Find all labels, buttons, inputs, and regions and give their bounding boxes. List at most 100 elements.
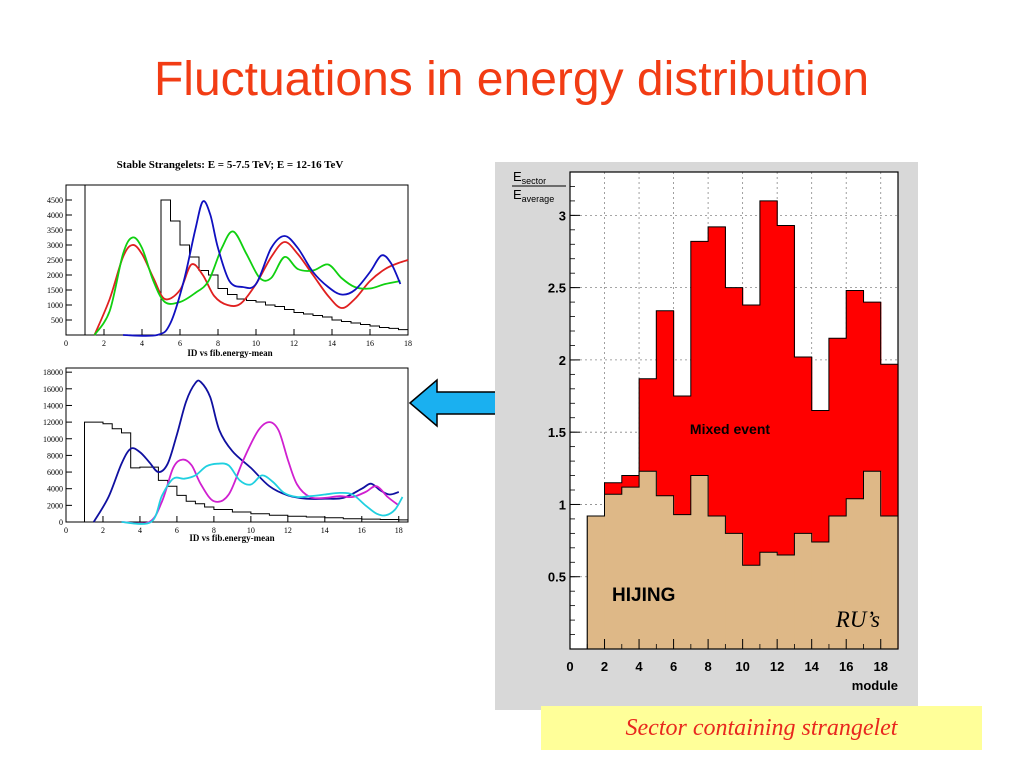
- hijing-bar: [673, 514, 692, 649]
- chart-2-y-ticks: 0 2000 4000 6000 8000 10000 12000 14000 16000 180…: [43, 368, 72, 527]
- hijing-bar: [863, 471, 882, 649]
- mixed-event-bar: [777, 225, 796, 649]
- y-tick-label: 500: [51, 316, 63, 325]
- hijing-bar: [656, 495, 675, 649]
- hijing-bar: [708, 516, 726, 649]
- chart-1-x-ticks: 0 2 4 6 8 10 12 14 16 18: [64, 329, 412, 348]
- y-tick-label: 2: [559, 353, 566, 368]
- hijing-bar: [742, 565, 761, 649]
- x-tick-label: 4: [138, 526, 142, 535]
- series-line-2: [121, 421, 400, 525]
- y-tick-label: 4000: [47, 485, 63, 494]
- y-tick-label: 3500: [47, 226, 63, 235]
- hijing-bar: [587, 516, 606, 649]
- x-tick-label: 14: [804, 659, 819, 674]
- x-tick-label: 12: [770, 659, 784, 674]
- x-tick-label: 10: [735, 659, 749, 674]
- y-tick-label: 8000: [47, 451, 63, 460]
- slide-title: Fluctuations in energy distribution: [153, 53, 870, 106]
- y-tick-label: 18000: [43, 368, 63, 377]
- x-tick-label: 8: [216, 339, 220, 348]
- y-tick-label: 16000: [43, 385, 63, 394]
- x-tick-label: 2: [102, 339, 106, 348]
- y-tick-label: 4000: [47, 211, 63, 220]
- chart-1-y-ticks: 500 1000 1500 2000 2500 3000 3500 4000 4500: [47, 196, 72, 325]
- x-tick-label: 16: [839, 659, 853, 674]
- series-label-mixed-event: Mixed event: [690, 421, 770, 437]
- series-line-1: [92, 379, 400, 523]
- chart-3-xlabel: module: [852, 678, 898, 693]
- hijing-bar: [880, 516, 899, 649]
- x-tick-label: 10: [247, 526, 255, 535]
- x-tick-label: 16: [358, 526, 366, 535]
- x-tick-label: 2: [101, 526, 105, 535]
- chart-2: 0 2000 4000 6000 8000 10000 12000 14000 16000 180…: [43, 367, 409, 543]
- chart-3: 0.5 1 1.5 2 2.5 3 0 2 4 6 8 10 12 14 16 18 Esector Eav…: [495, 162, 918, 710]
- chart-3-frame: [569, 171, 899, 650]
- svg-text:Eaverage: Eaverage: [513, 187, 554, 204]
- y-tick-label: 14000: [43, 401, 63, 410]
- chart-1-xlabel: ID vs fib.energy-mean: [187, 348, 272, 358]
- hijing-bar: [621, 487, 640, 649]
- mixed-event-bar: [742, 304, 761, 649]
- chart-1-plot: [84, 185, 409, 337]
- x-tick-label: 4: [140, 339, 144, 348]
- caption-box: Sector containing strangelet: [541, 706, 982, 750]
- y-tick-label: 6000: [47, 468, 63, 477]
- chart-2-frame: [65, 367, 409, 523]
- x-tick-label: 18: [404, 339, 412, 348]
- caption-text: Sector containing strangelet: [625, 714, 898, 741]
- hijing-bar: [828, 516, 847, 649]
- hijing-bar: [725, 533, 744, 649]
- x-tick-label: 0: [566, 659, 573, 674]
- ylabel-num-sub: sector: [522, 176, 547, 186]
- hijing-bar: [794, 533, 813, 649]
- x-tick-label: 6: [670, 659, 677, 674]
- y-tick-label: 1: [559, 497, 566, 512]
- y-tick-label: 1.5: [548, 425, 566, 440]
- x-tick-label: 8: [704, 659, 711, 674]
- ylabel-den: E: [513, 187, 522, 202]
- series-line-1: [93, 241, 409, 336]
- hijing-bar: [777, 555, 796, 649]
- hijing-bar: [604, 494, 623, 649]
- chart-3-y-ticks: 0.5 1 1.5 2 2.5 3: [548, 186, 580, 635]
- x-tick-label: 12: [284, 526, 292, 535]
- chart-3-x-ticks: 0 2 4 6 8 10 12 14 16 18: [566, 639, 888, 674]
- y-tick-label: 12000: [43, 418, 63, 427]
- x-tick-label: 14: [321, 526, 329, 535]
- x-tick-label: 6: [178, 339, 182, 348]
- x-tick-label: 0: [64, 339, 68, 348]
- chart-1-frame: [65, 184, 409, 336]
- x-tick-label: 0: [64, 526, 68, 535]
- ylabel-num: E: [513, 169, 522, 184]
- hijing-outline: [586, 470, 899, 649]
- x-tick-label: 6: [175, 526, 179, 535]
- chart-3-annotation: RU’s: [835, 607, 880, 632]
- x-tick-label: 2: [601, 659, 608, 674]
- x-tick-label: 18: [395, 526, 403, 535]
- y-tick-label: 2.5: [548, 281, 566, 296]
- x-tick-label: 8: [212, 526, 216, 535]
- mixed-event-outline: [586, 200, 899, 649]
- y-tick-label: 3000: [47, 241, 63, 250]
- x-tick-label: 4: [635, 659, 643, 674]
- histogram-step-line: [84, 421, 408, 522]
- y-tick-label: 0.5: [548, 570, 566, 585]
- x-tick-label: 18: [874, 659, 888, 674]
- hijing-bar: [639, 471, 657, 649]
- x-tick-label: 10: [252, 339, 260, 348]
- series-line-3: [122, 200, 402, 337]
- y-tick-label: 2000: [47, 271, 63, 280]
- series-line-3: [121, 462, 404, 525]
- chart-2-plot: [84, 379, 408, 525]
- y-tick-label: 2000: [47, 501, 63, 510]
- svg-text:Esector: Esector: [513, 169, 546, 186]
- ylabel-den-sub: average: [522, 194, 555, 204]
- hijing-bar: [690, 475, 709, 649]
- y-tick-label: 10000: [43, 435, 63, 444]
- y-tick-label: 4500: [47, 196, 63, 205]
- y-tick-label: 3: [559, 208, 566, 223]
- series-label-hijing: HIJING: [612, 585, 675, 606]
